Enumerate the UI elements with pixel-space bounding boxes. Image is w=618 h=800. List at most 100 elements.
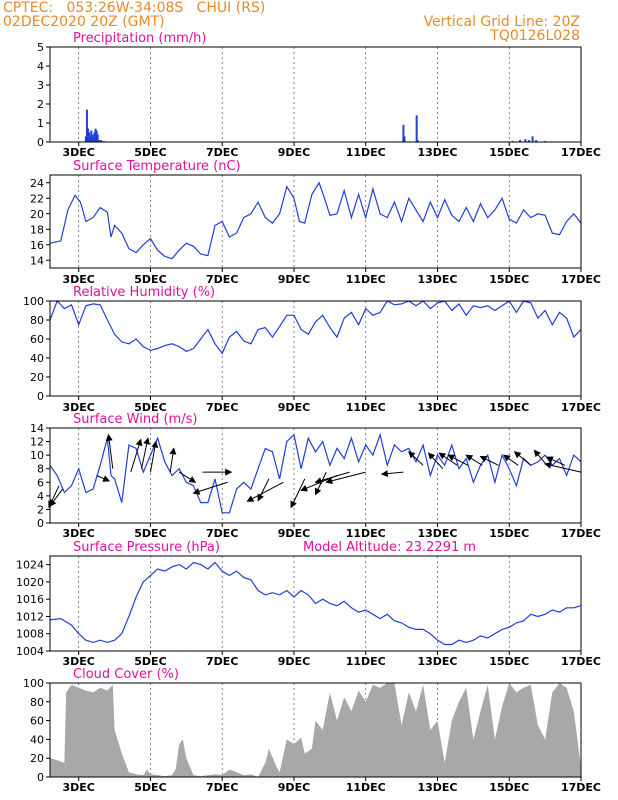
y-tick-label: 80 <box>30 696 44 709</box>
precip-bar <box>531 136 534 142</box>
y-tick-label: 8 <box>37 463 44 476</box>
precip-bar <box>535 140 538 142</box>
y-tick-label: 16 <box>30 239 44 252</box>
wind-arrow <box>149 440 159 473</box>
x-tick-label: 5DEC <box>134 146 166 159</box>
y-tick-label: 24 <box>30 177 44 190</box>
precip-bar <box>89 136 92 142</box>
y-tick-label: 100 <box>23 295 44 308</box>
y-tick-label: 100 <box>23 677 44 690</box>
plot-frame <box>49 46 582 143</box>
series-line <box>49 181 582 260</box>
precip-bar <box>519 140 522 142</box>
y-tick-label: 1004 <box>16 645 44 658</box>
plot-frame <box>49 427 582 524</box>
x-tick-label: 11DEC <box>346 527 386 540</box>
precip-bar <box>88 132 91 142</box>
x-tick-label: 5DEC <box>134 273 166 286</box>
wind-arrow <box>314 471 350 484</box>
model-header: TQ0126L028 <box>490 28 580 44</box>
y-tick-label: 1024 <box>16 559 44 572</box>
chart-panel-3: 0 20 40 60 80 100 3DEC 5DEC 7DEC 9DEC 11DEC 13DEC 15… <box>23 285 601 414</box>
x-tick-label: 17DEC <box>561 273 601 286</box>
panel-title: Relative Humidity (%) <box>73 285 215 300</box>
x-tick-label: 9DEC <box>278 527 310 540</box>
x-tick-label: 15DEC <box>489 527 529 540</box>
x-tick-label: 11DEC <box>346 146 386 159</box>
wind-arrow <box>169 447 177 473</box>
wind-arrow <box>544 461 582 473</box>
precip-bar <box>94 128 97 142</box>
y-tick-label: 12 <box>30 436 44 449</box>
x-tick-label: 13DEC <box>417 655 457 668</box>
wind-arrow <box>257 478 270 502</box>
x-tick-label: 17DEC <box>561 655 601 668</box>
wind-arrow <box>96 475 111 482</box>
y-tick-label: 0 <box>37 517 44 530</box>
grid-line-header: Vertical Grid Line: 20Z <box>423 14 580 30</box>
y-tick-label: 10 <box>30 449 44 462</box>
panel-title: Precipitation (mm/h) <box>73 31 206 46</box>
y-tick-label: 1020 <box>16 576 44 589</box>
wind-arrow <box>141 437 151 469</box>
x-tick-label: 17DEC <box>561 781 601 794</box>
y-tick-label: 20 <box>30 752 44 765</box>
chart-panel-6: 0 20 40 60 80 100 3DEC 5DEC 7DEC 9DEC 11DEC 13DEC 15… <box>23 667 601 794</box>
y-tick-label: 5 <box>37 41 44 54</box>
y-tick-label: 60 <box>30 715 44 728</box>
y-tick-label: 0 <box>37 771 44 784</box>
y-tick-label: 4 <box>37 60 44 73</box>
y-tick-label: 18 <box>30 223 44 236</box>
precip-bar <box>524 139 527 142</box>
x-tick-label: 9DEC <box>278 781 310 794</box>
wind-arrow <box>465 454 483 466</box>
x-tick-label: 3DEC <box>63 781 95 794</box>
precip-bar <box>90 130 93 142</box>
x-tick-label: 3DEC <box>63 527 95 540</box>
x-tick-label: 11DEC <box>346 273 386 286</box>
y-tick-label: 0 <box>37 136 44 149</box>
precip-bar <box>85 109 88 142</box>
wind-arrow <box>447 454 469 466</box>
wind-arrow <box>427 452 444 470</box>
wind-arrow <box>325 471 366 485</box>
wind-arrow <box>192 481 228 495</box>
y-tick-label: 40 <box>30 733 44 746</box>
y-tick-label: 14 <box>30 422 44 435</box>
x-tick-label: 7DEC <box>206 273 238 286</box>
y-tick-label: 1012 <box>16 610 44 623</box>
precip-bar <box>91 134 94 142</box>
station-header: CPTEC: 053:26W-34:08S CHUI (RS) <box>3 0 266 16</box>
x-tick-label: 5DEC <box>134 527 166 540</box>
x-tick-label: 17DEC <box>561 146 601 159</box>
precip-bar <box>87 128 90 142</box>
precip-bar <box>97 140 100 142</box>
y-tick-label: 0 <box>37 390 44 403</box>
y-tick-label: 2 <box>37 98 44 111</box>
cloud-cover-area <box>50 683 581 777</box>
x-tick-label: 5DEC <box>134 401 166 414</box>
x-tick-label: 7DEC <box>206 655 238 668</box>
x-tick-label: 9DEC <box>278 146 310 159</box>
chart-panel-5: 1004 1008 1012 1016 1020 1024 3DEC 5DEC 7DEC 9DEC… <box>16 540 601 668</box>
x-tick-label: 17DEC <box>561 527 601 540</box>
x-tick-label: 5DEC <box>134 781 166 794</box>
wind-arrow <box>546 456 566 466</box>
plot-frame <box>49 682 582 778</box>
y-tick-label: 1008 <box>16 628 44 641</box>
plot-frame <box>49 300 582 397</box>
chart-panel-1: 0 1 2 3 4 5 3DEC 5DEC 7DEC 9DEC 11DEC 13DEC 15DEC 17D… <box>37 31 601 159</box>
precip-bar <box>96 134 99 142</box>
series-line <box>49 561 582 646</box>
x-tick-label: 13DEC <box>417 146 457 159</box>
precip-bar <box>92 138 95 142</box>
wind-arrow <box>178 471 197 483</box>
x-tick-label: 9DEC <box>278 273 310 286</box>
panel-title: Cloud Cover (%) <box>73 667 179 682</box>
y-tick-label: 4 <box>37 490 44 503</box>
y-tick-label: 1 <box>37 117 44 130</box>
precip-bar <box>415 115 418 142</box>
wind-arrow <box>105 433 114 469</box>
x-tick-label: 11DEC <box>346 401 386 414</box>
